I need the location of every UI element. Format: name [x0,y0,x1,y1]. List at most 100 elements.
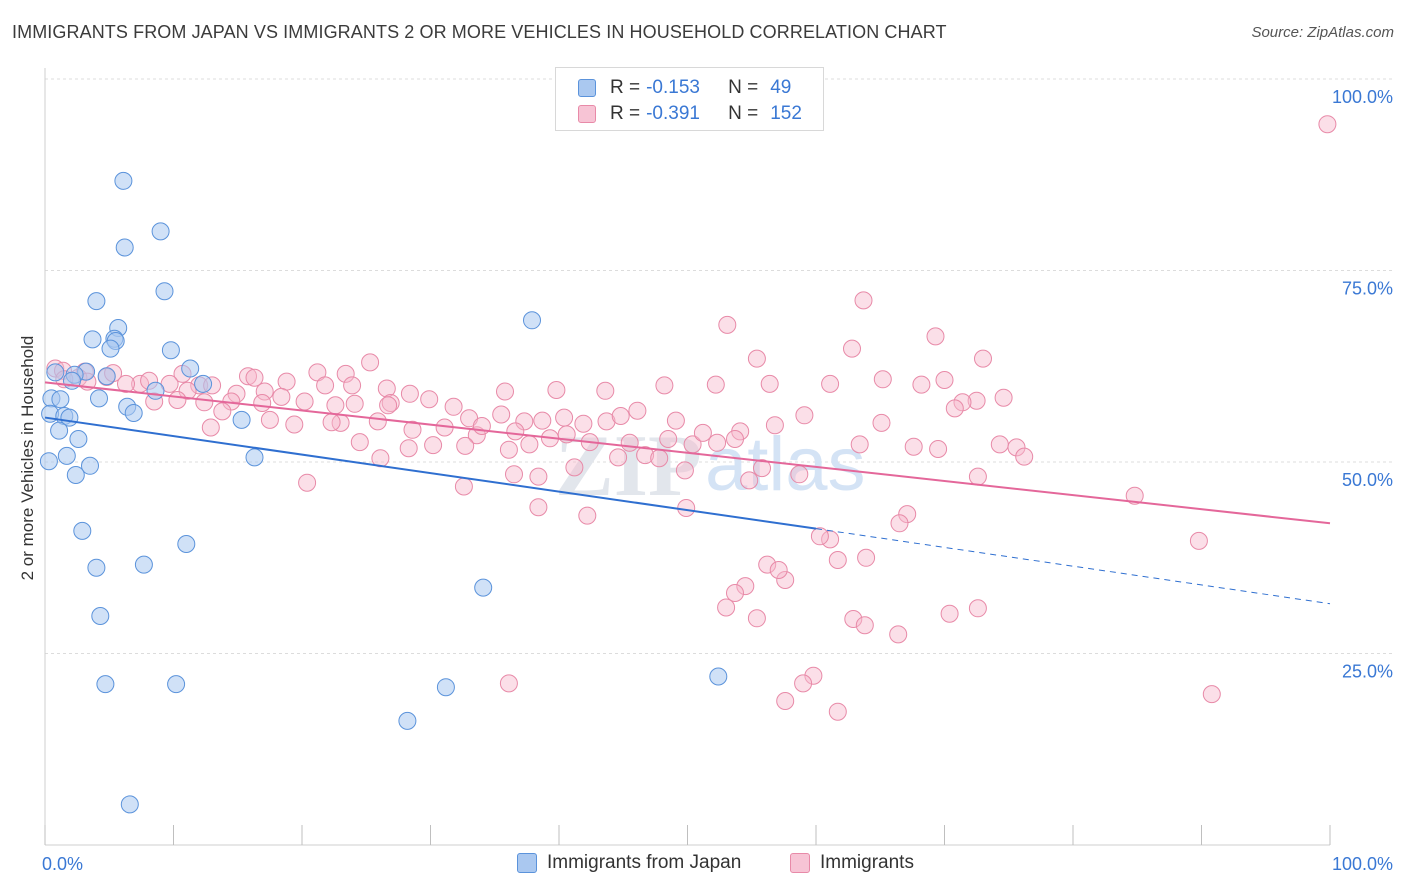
data-point [245,368,264,387]
data-point [472,417,491,435]
data-point [298,473,317,492]
data-point [912,375,931,394]
data-point [350,433,369,452]
data-point [454,477,473,496]
data-point [39,452,58,471]
trend-lines [44,381,1331,605]
data-point [611,407,630,425]
data-point [168,391,187,409]
data-point [726,430,744,448]
data-point [492,405,511,424]
legend-n-label: N = [728,103,759,124]
data-point [436,678,455,697]
data-point [520,435,539,454]
data-point [255,382,274,401]
data-point [90,389,108,408]
data-point [828,702,847,721]
data-point [81,456,99,475]
data-point [178,381,197,400]
data-point [776,692,795,710]
data-point [444,397,463,416]
data-point [810,527,829,546]
data-point [547,381,566,399]
data-point [926,327,945,346]
data-point [117,374,135,393]
legend-n-value: 49 [770,77,792,98]
data-point [403,420,422,439]
data-point [253,394,272,412]
data-point [66,466,85,484]
data-point [968,467,987,486]
legend-n-label: N = [728,77,759,98]
data-point [115,238,134,257]
data-point [828,551,847,569]
data-point [195,393,214,412]
data-point [555,408,574,427]
data-point [124,404,143,422]
data-point [890,514,909,533]
data-point [854,291,873,310]
bottom-legend-japan: Immigrants from Japan [517,852,741,874]
data-point [73,521,92,540]
data-point [336,364,355,383]
data-point [379,396,398,415]
japan-legend-label: Immigrants from Japan [547,852,742,873]
data-point [821,374,840,393]
data-point [114,171,133,190]
data-point [1318,115,1337,134]
data-point [322,413,341,432]
data-point [326,396,345,415]
data-point [316,376,335,395]
data-point [753,459,771,478]
data-point [790,465,809,484]
data-point [968,599,987,618]
data-point [578,506,597,525]
data-point [361,353,380,372]
data-point [765,416,784,435]
data-point [134,555,153,574]
data-point [505,465,523,484]
immigrants-swatch [578,105,596,123]
data-point [285,415,304,434]
data-point [529,467,548,486]
data-point [929,440,948,458]
data-point [368,412,387,431]
data-point [69,430,88,448]
data-point [194,374,213,393]
japan-trend-extension [815,528,1331,605]
data-point [843,339,861,358]
y-tick-label: 50.0% [1342,470,1393,490]
data-point [747,349,766,368]
legend-r-value: -0.153 [646,77,700,98]
data-point [381,394,400,412]
legend-n-value: 152 [770,103,802,124]
legend-r-value: -0.391 [646,103,700,124]
data-point [597,412,616,431]
data-point [400,384,419,403]
data-point [50,421,69,440]
data-point [974,349,992,368]
japan-trend-line [44,416,817,530]
immigrants-trend-line [44,381,1331,525]
x-tick-labels: 0.0% 100.0% [42,854,1393,874]
data-point [239,367,257,386]
data-point [87,558,106,577]
data-point [804,666,823,685]
data-point [655,376,674,395]
data-point [1189,531,1208,550]
y-tick-labels: 25.0% 50.0% 75.0% 100.0% [1332,87,1393,682]
data-point [201,418,220,437]
data-point [872,413,891,432]
data-point [889,625,908,644]
data-point [245,448,264,467]
chart-title: IMMIGRANTS FROM JAPAN VS IMMIGRANTS 2 OR… [12,22,947,42]
japan-legend-swatch [517,853,537,873]
data-point [718,315,737,334]
source-label: Source: ZipAtlas.com [1251,24,1394,41]
data-point [945,399,964,418]
data-point [904,437,923,456]
data-point [523,311,541,330]
data-point [345,394,364,413]
data-point [51,390,70,409]
